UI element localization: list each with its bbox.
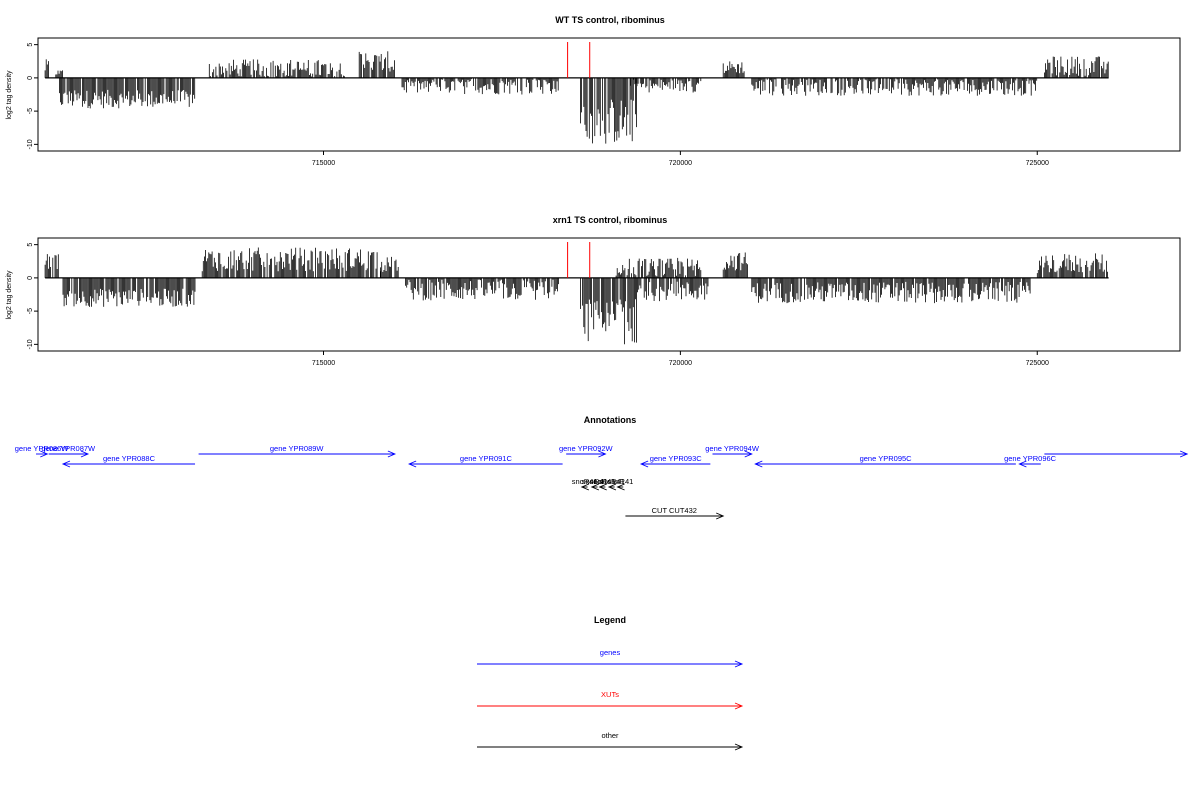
feature-label: snoR41	[599, 477, 625, 486]
x-tick-label: 720000	[669, 360, 692, 367]
arrow-head	[734, 660, 744, 668]
arrow-head	[61, 460, 71, 468]
legend-title: Legend	[594, 615, 626, 625]
annotation-feature: gene YPR089W	[198, 444, 397, 458]
feature-label: gene YPR095C	[860, 454, 913, 463]
annotation-feature: snoR41	[599, 477, 625, 491]
feature-label: gene YPR093C	[650, 454, 703, 463]
plot-frame	[37, 237, 1181, 352]
feature-label: snoR41	[572, 477, 598, 486]
plot-frame	[37, 37, 1181, 152]
arrow-head	[408, 460, 417, 468]
feature-label: gene YPR089W	[270, 444, 325, 453]
legend-label: XUTs	[601, 690, 619, 699]
feature-label: snoR41	[607, 477, 633, 486]
feature-label: gene YPR086W	[15, 444, 70, 453]
y-tick-label: -10	[27, 339, 34, 349]
annotation-feature: gene YPR088C	[61, 454, 196, 468]
arrow-head	[387, 450, 397, 458]
annotation-feature: gene YPR095C	[754, 454, 1016, 468]
x-tick-label: 725000	[1026, 160, 1049, 167]
arrow-head	[734, 702, 744, 710]
y-tick-label: 0	[27, 276, 34, 280]
panel-xrn1-ts-control: xrn1 TS control, ribominus log2 tag dens…	[6, 215, 1181, 367]
feature-label: snoR41	[582, 477, 608, 486]
annotation-feature: gene YPR092W	[559, 444, 614, 458]
arrow-head	[40, 450, 49, 458]
panel-title: xrn1 TS control, ribominus	[553, 215, 668, 225]
arrow-head	[754, 460, 763, 468]
x-tick-label: 720000	[669, 160, 692, 167]
annotation-feature: snoR41	[572, 477, 598, 491]
y-tick-label: 0	[27, 76, 34, 80]
x-ticks: 715000 720000 725000	[312, 351, 1049, 367]
legend-item: genes	[477, 648, 744, 668]
annotation-feature: gene YPR096C	[1004, 454, 1057, 468]
feature-label: gene YPR087W	[41, 444, 96, 453]
y-tick-label: -5	[27, 108, 34, 114]
arrow-head	[716, 512, 725, 520]
feature-label: snoR41	[590, 477, 616, 486]
arrow-head	[734, 743, 744, 751]
arrow-head	[80, 450, 90, 458]
annotation-feature: snoR41	[582, 477, 608, 491]
y-axis-label: log2 tag density	[6, 270, 13, 320]
arrow-head	[580, 483, 590, 491]
y-tick-label: -5	[27, 308, 34, 314]
annotation-feature: snoR41	[607, 477, 633, 491]
legend-items: genes XUTs other	[477, 648, 744, 751]
annotation-feature: gene YPR093C	[639, 454, 711, 468]
feature-label: gene YPR094W	[705, 444, 760, 453]
x-tick-label: 725000	[1026, 360, 1049, 367]
feature-label: gene YPR088C	[103, 454, 156, 463]
arrow-head	[744, 450, 753, 458]
feature-label: gene YPR091C	[460, 454, 513, 463]
legend-label: other	[601, 731, 619, 740]
annotation-feature	[1044, 450, 1189, 458]
y-tick-label: 5	[27, 43, 34, 47]
legend-item: XUTs	[477, 690, 744, 710]
legend: Legend genes XUTs other	[477, 615, 744, 751]
arrow-head	[616, 483, 625, 491]
xut-markers	[567, 42, 591, 78]
arrow-head	[607, 483, 617, 491]
arrow-head	[639, 460, 649, 468]
feature-label: gene YPR092W	[559, 444, 614, 453]
arrow-head	[1018, 460, 1027, 468]
annotation-feature: snoR41	[590, 477, 616, 491]
annotation-feature: gene YPR094W	[705, 444, 760, 458]
annotation-feature: CUT CUT432	[625, 506, 725, 520]
density-bars	[44, 51, 1109, 144]
feature-label: gene YPR096C	[1004, 454, 1057, 463]
panel-title: WT TS control, ribominus	[555, 15, 665, 25]
y-tick-label: -10	[27, 139, 34, 149]
legend-item: other	[477, 731, 744, 751]
y-ticks: 5 0 -5 -10	[27, 43, 38, 149]
x-tick-label: 715000	[312, 160, 335, 167]
arrow-head	[590, 483, 600, 491]
y-tick-label: 5	[27, 243, 34, 247]
x-ticks: 715000 720000 725000	[312, 151, 1049, 167]
y-axis-label: log2 tag density	[6, 70, 13, 120]
annotations-title: Annotations	[584, 415, 637, 425]
annotation-feature: gene YPR086W	[15, 444, 70, 458]
arrow-head	[598, 483, 607, 491]
annotation-feature: gene YPR091C	[408, 454, 563, 468]
feature-label: CUT CUT432	[652, 506, 697, 515]
annotation-feature: gene YPR087W	[41, 444, 96, 458]
y-ticks: 5 0 -5 -10	[27, 243, 38, 349]
panel-wt-ts-control: WT TS control, ribominus log2 tag densit…	[6, 15, 1181, 167]
arrow-head	[1179, 450, 1189, 458]
legend-label: genes	[600, 648, 621, 657]
density-bars	[44, 247, 1108, 345]
x-tick-label: 715000	[312, 360, 335, 367]
xut-markers	[567, 242, 591, 278]
arrow-head	[598, 450, 607, 458]
